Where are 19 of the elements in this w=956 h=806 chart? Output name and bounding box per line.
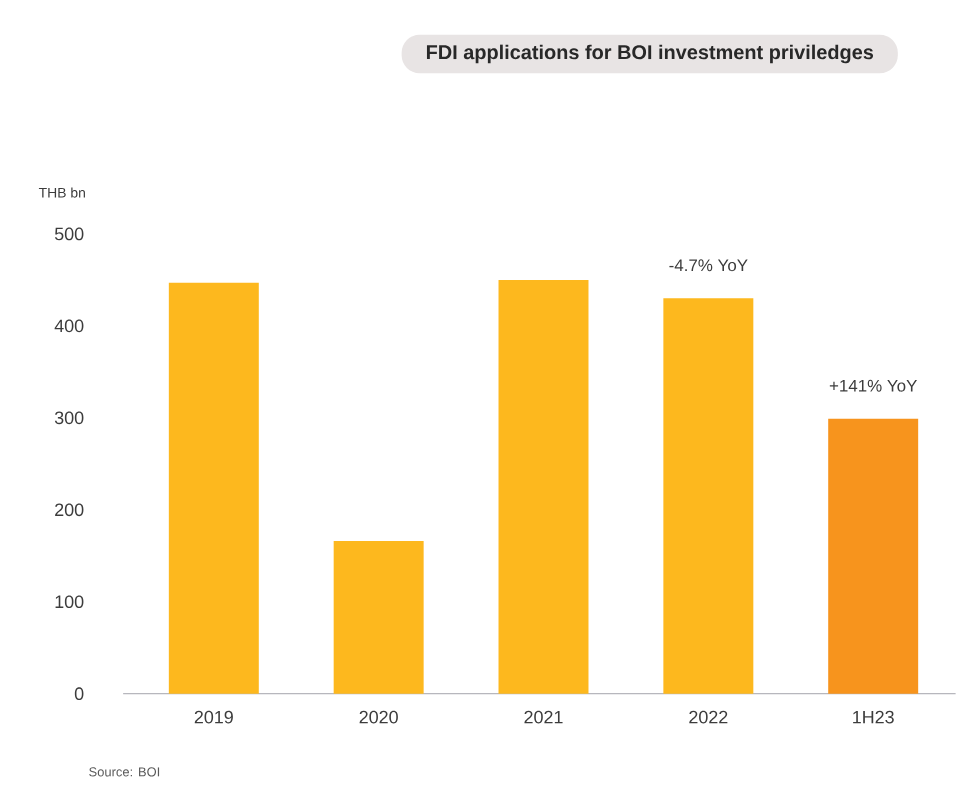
x-tick-label: 2022: [689, 710, 728, 724]
bar: [168, 282, 259, 694]
x-tick-label: 1H23: [853, 710, 894, 724]
y-tick-label: 400: [54, 319, 84, 333]
y-tick-label: 500: [54, 227, 84, 241]
chart-title: FDI applications for BOI investment priviledges: [426, 44, 874, 64]
annotation: -4.7% YoY: [669, 259, 748, 272]
bar: [828, 418, 919, 694]
bar: [663, 298, 754, 694]
y-tick-label: 0: [74, 687, 84, 701]
x-tick-label: 2019: [194, 710, 233, 724]
y-tick-label: 300: [54, 411, 84, 425]
bar: [498, 280, 589, 694]
annotation: +141% YoY: [829, 379, 917, 392]
bar: [333, 541, 424, 694]
y-tick-label: 100: [55, 595, 84, 609]
y-tick-label: 200: [55, 503, 84, 517]
x-tick-label: 2020: [359, 710, 398, 724]
x-tick-label: 2021: [524, 710, 563, 724]
